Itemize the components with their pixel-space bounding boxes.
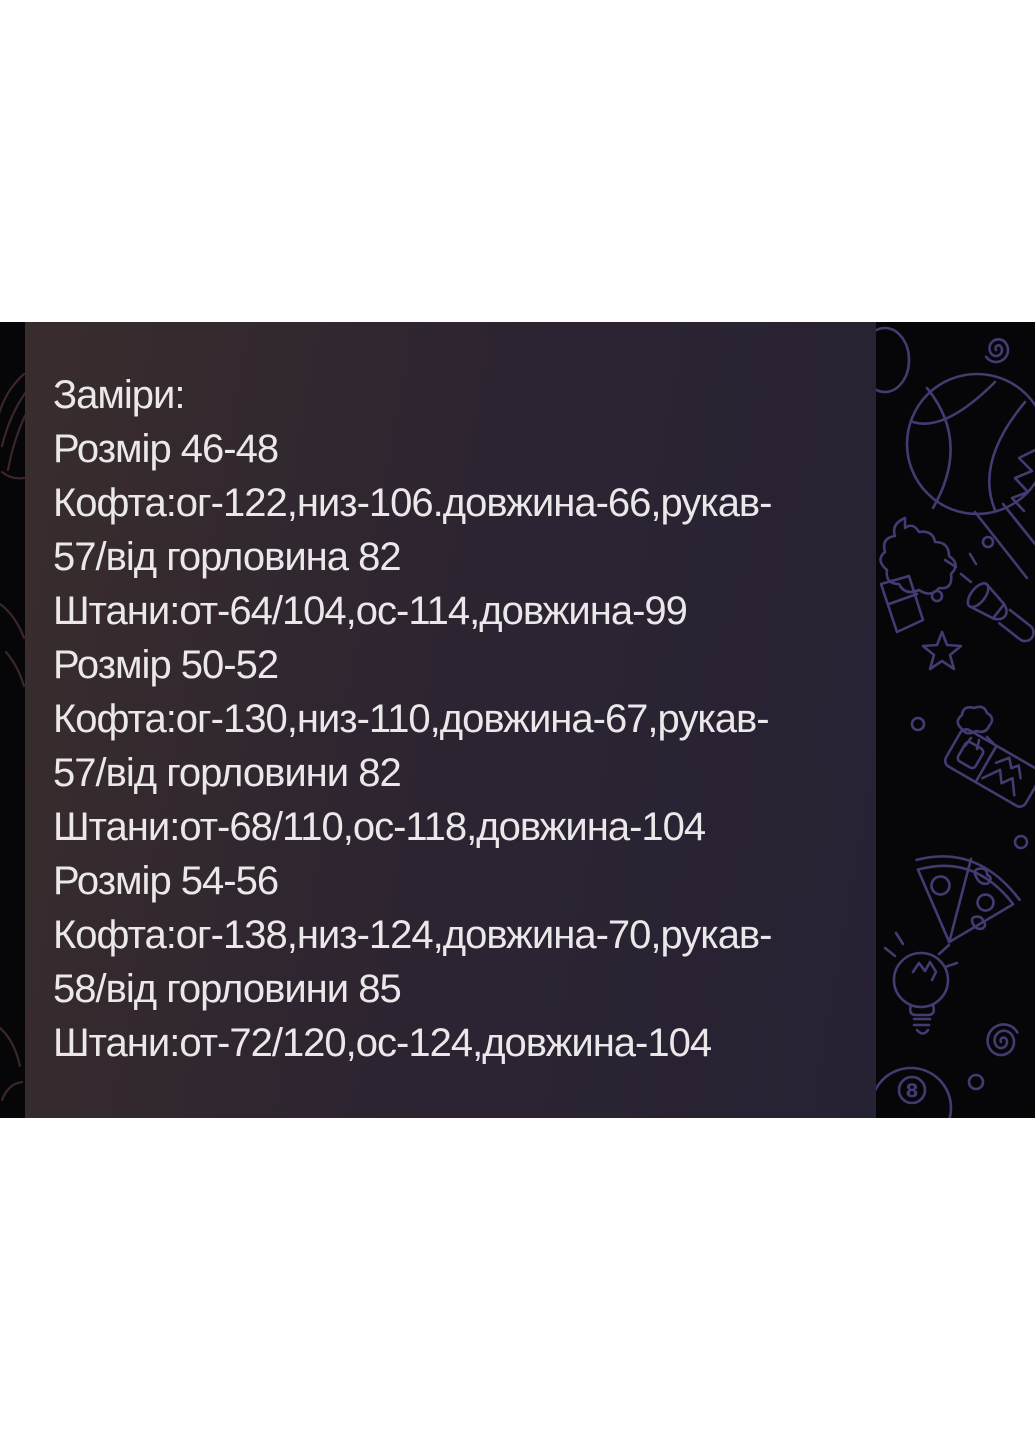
- measurement-line: 57/від горловини 82: [53, 751, 402, 795]
- eight-ball-icon: 8: [875, 1066, 953, 1118]
- balloon-icon: [875, 326, 1035, 580]
- doodle-background-band: 8 Заміри: Розмір 46-48 Кофта:ог-122,низ-…: [0, 322, 1035, 1118]
- size-heading: Розмір 50-52: [53, 643, 279, 687]
- dot-icon: [967, 1073, 985, 1091]
- measurement-line: Штани:от-68/110,ос-118,довжина-104: [53, 805, 706, 849]
- left-doodle-strip: [0, 372, 26, 1102]
- light-rays-icon: [943, 535, 995, 584]
- measurement-line: Кофта:ог-138,низ-124,довжина-70,рукав-: [53, 913, 773, 957]
- pizza-slice-icon: [915, 855, 1021, 944]
- scribble-fan-icon: [0, 372, 26, 480]
- svg-text:8: 8: [905, 1080, 918, 1102]
- candy-blob-icon: [956, 705, 995, 751]
- measurement-line: 58/від горловини 85: [53, 967, 402, 1011]
- dot-icon: [930, 589, 944, 603]
- flashlight-icon: [966, 582, 1035, 643]
- candy-bar-icon: [943, 728, 1035, 808]
- dot-icon: [910, 716, 926, 732]
- measurement-line: Кофта:ог-122,низ-106.довжина-66,рукав-: [53, 481, 773, 525]
- scribble-curves-icon: [0, 602, 26, 1102]
- measurements-panel: Заміри: Розмір 46-48 Кофта:ог-122,низ-10…: [25, 322, 876, 1118]
- spiral-icon: [986, 1023, 1019, 1057]
- measurement-line: 57/від горловина 82: [53, 535, 402, 579]
- spiral-icon: [984, 338, 1010, 364]
- dot-icon: [1013, 834, 1029, 850]
- sheep-cone-icon: [879, 516, 957, 634]
- light-bulb-icon: [883, 931, 959, 1035]
- measurement-line: Штани:от-72/120,ос-124,довжина-104: [53, 1021, 712, 1065]
- star-icon: [921, 630, 963, 671]
- measurement-line: Кофта:ог-130,низ-110,довжина-67,рукав-: [53, 697, 770, 741]
- measurements-title: Заміри:: [53, 373, 186, 417]
- measurement-line: Штани:от-64/104,ос-114,довжина-99: [53, 589, 688, 633]
- size-heading: Розмір 46-48: [53, 427, 279, 471]
- right-doodle-strip: 8: [875, 326, 1035, 1118]
- size-heading: Розмір 54-56: [53, 859, 279, 903]
